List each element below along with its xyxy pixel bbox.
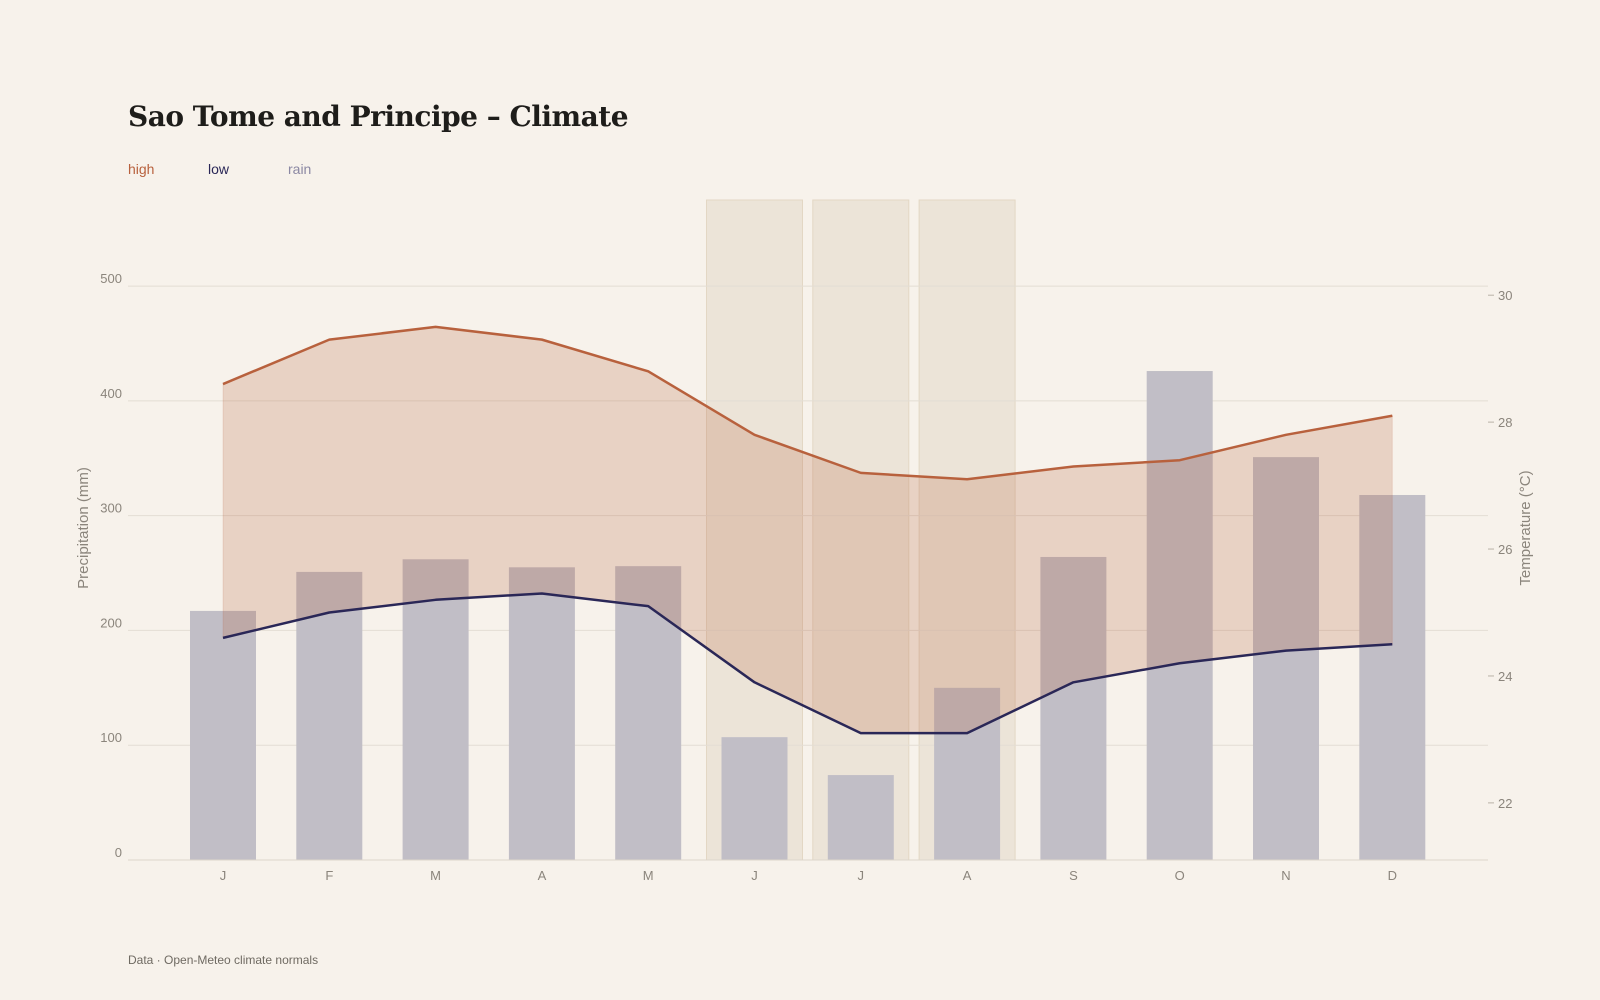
rain-bar <box>296 571 363 860</box>
x-tick-label: J <box>751 868 758 883</box>
x-tick-label: S <box>1069 868 1078 883</box>
rain-bar <box>827 775 894 860</box>
x-tick-label: J <box>220 868 227 883</box>
x-tick-label: F <box>325 868 333 883</box>
rain-bar <box>1040 556 1107 860</box>
low-temperature-line <box>222 592 1393 735</box>
rain-bar <box>1253 457 1319 860</box>
right-y-tick-label: 24 <box>1498 669 1512 684</box>
chart-title: Sao Tome and Principe – Climate <box>128 100 629 133</box>
x-tick-label: A <box>538 868 547 883</box>
temperature-band <box>222 326 1393 734</box>
rain-bar <box>615 566 682 860</box>
rain-bar <box>190 610 256 860</box>
x-tick-label: J <box>858 868 865 883</box>
x-tick-label: N <box>1281 868 1290 883</box>
right-y-tick-label: 22 <box>1498 796 1512 811</box>
legend-item-high: high <box>128 161 155 177</box>
left-y-tick-label: 200 <box>100 615 122 630</box>
right-y-tick-label: 30 <box>1498 288 1512 303</box>
right-axis-title: Temperature (°C) <box>1517 470 1534 585</box>
rain-bar <box>508 567 575 860</box>
x-tick-label: D <box>1388 868 1397 883</box>
rain-bar <box>1359 494 1426 860</box>
legend-item-low: low <box>208 161 230 177</box>
x-tick-label: M <box>643 868 654 883</box>
axes: J F M A M J J A S O N D 0 100 200 300 400 500 22 24 26 28 30 <box>100 271 1512 883</box>
legend-item-rain: rain <box>288 161 312 177</box>
left-y-tick-label: 400 <box>100 386 122 401</box>
highlight-band-6 <box>812 199 910 861</box>
x-tick-label: A <box>963 868 972 883</box>
right-y-tick-label: 28 <box>1498 415 1512 430</box>
left-axis-title: Precipitation (mm) <box>75 467 92 589</box>
source-note: Data · Open-Meteo climate normals <box>128 953 319 967</box>
left-y-tick-label: 0 <box>115 845 122 860</box>
x-tick-label: M <box>430 868 441 883</box>
rain-bar <box>934 687 1001 860</box>
left-y-tick-label: 500 <box>100 271 122 286</box>
rain-bar <box>721 737 788 860</box>
high-temperature-line <box>222 325 1393 481</box>
left-y-tick-label: 100 <box>100 730 122 745</box>
rain-bar <box>1146 371 1213 860</box>
left-y-tick-label: 300 <box>100 501 122 516</box>
right-y-tick-label: 26 <box>1498 542 1512 557</box>
temperature-range-area <box>222 326 1393 734</box>
rain-bars <box>190 371 1426 860</box>
x-tick-label: O <box>1175 868 1185 883</box>
rain-bar <box>402 559 469 860</box>
temperature-lines <box>222 325 1393 735</box>
